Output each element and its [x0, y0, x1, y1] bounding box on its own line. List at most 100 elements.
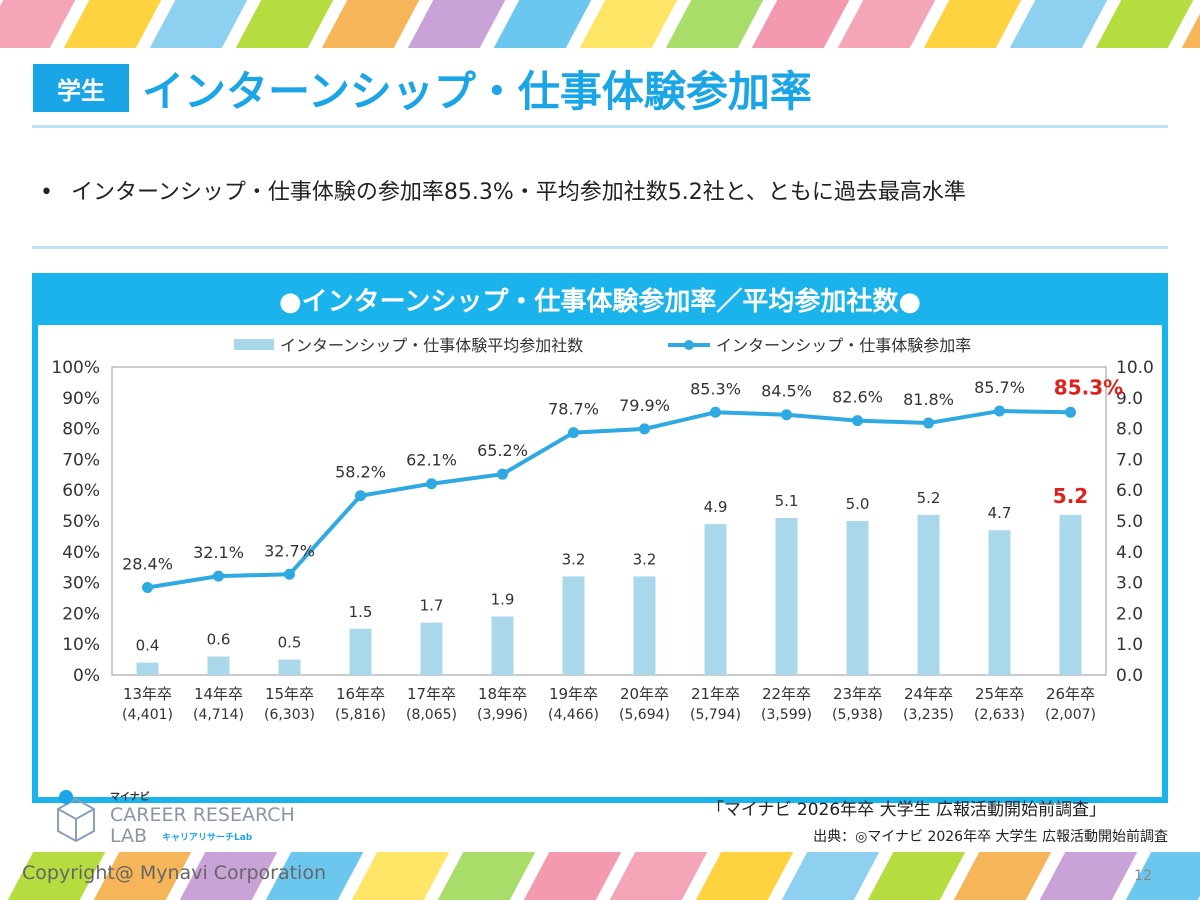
y-left-tick-label: 30% — [62, 574, 100, 594]
bar — [491, 616, 514, 675]
footer-source: 出典：◎マイナビ 2026年卒 大学生 広報活動開始前調査 — [813, 829, 1168, 845]
chart-panel-title: ●インターンシップ・仕事体験参加率／平均参加社数● — [278, 286, 922, 317]
line-data-label: 58.2% — [335, 463, 386, 482]
rate-point — [994, 405, 1005, 417]
bar-data-label: 0.5 — [278, 634, 302, 652]
logo-line1: CAREER RESEARCH — [110, 804, 294, 826]
top-stripe-band — [0, 0, 1200, 48]
x-tick-label: 21年卒 — [691, 685, 740, 703]
bar-data-label: 4.9 — [704, 498, 728, 516]
bar-data-label: 1.5 — [349, 603, 373, 621]
stripe — [573, 0, 683, 48]
stripe — [861, 852, 971, 900]
x-sample-size-label: (4,466) — [548, 707, 599, 723]
bar — [846, 521, 869, 675]
logo-sub: キャリアリサーチLab — [162, 832, 253, 843]
rate-point — [426, 478, 437, 490]
line-data-label: 65.2% — [477, 441, 528, 460]
legend-line-label: インターンシップ・仕事体験参加率 — [716, 336, 971, 355]
bar-data-label: 5.0 — [846, 495, 870, 513]
y-right-tick-label: 7.0 — [1116, 450, 1143, 470]
legend-bar-label: インターンシップ・仕事体験平均参加社数 — [280, 336, 583, 355]
x-tick-label: 19年卒 — [549, 685, 598, 703]
bar — [633, 576, 656, 675]
y-right-tick-label: 1.0 — [1116, 635, 1143, 655]
logo-line2: LAB — [110, 825, 147, 847]
rate-point — [213, 570, 224, 582]
line-data-label: 85.3% — [1054, 375, 1123, 399]
summary-text: インターンシップ・仕事体験の参加率85.3%・平均参加社数5.2社と、ともに過去… — [70, 180, 966, 205]
line-data-label: 28.4% — [122, 555, 173, 574]
bar — [278, 659, 301, 675]
y-right-tick-label: 0.0 — [1116, 666, 1143, 686]
page-number: 12 — [1134, 868, 1152, 884]
x-tick-label: 17年卒 — [407, 685, 456, 703]
rate-point — [1065, 406, 1076, 418]
bar — [207, 656, 230, 675]
student-badge: 学生 — [33, 64, 129, 112]
line-data-label: 85.3% — [690, 379, 741, 398]
y-left-tick-label: 0% — [73, 666, 100, 686]
rate-point — [355, 490, 366, 502]
line-data-label: 81.8% — [903, 390, 954, 409]
line-data-label: 32.7% — [264, 541, 315, 560]
x-tick-label: 15年卒 — [265, 685, 314, 703]
y-left-tick-label: 100% — [51, 358, 100, 378]
rate-point — [497, 468, 508, 480]
rate-point — [639, 423, 650, 435]
rate-point — [781, 409, 792, 421]
bar — [562, 576, 585, 675]
x-sample-size-label: (3,599) — [761, 707, 812, 723]
line-data-label: 78.7% — [548, 400, 599, 419]
line-data-label: 79.9% — [619, 396, 670, 415]
bar-data-label: 1.9 — [491, 590, 515, 608]
x-sample-size-label: (2,007) — [1045, 707, 1096, 723]
x-tick-label: 26年卒 — [1046, 685, 1095, 703]
bar-data-label: 4.7 — [988, 504, 1012, 522]
x-sample-size-label: (3,235) — [903, 707, 954, 723]
rate-point — [852, 415, 863, 427]
page-title: インターンシップ・仕事体験参加率 — [142, 67, 812, 116]
y-right-tick-label: 2.0 — [1116, 604, 1143, 624]
bar-data-label: 1.7 — [420, 597, 444, 615]
y-left-tick-label: 50% — [62, 512, 100, 532]
bullet-mark: • — [40, 180, 53, 205]
x-tick-label: 14年卒 — [194, 685, 243, 703]
x-sample-size-label: (5,694) — [619, 707, 670, 723]
y-left-tick-label: 90% — [62, 389, 100, 409]
stripe — [947, 852, 1057, 900]
x-tick-label: 22年卒 — [762, 685, 811, 703]
title-divider — [32, 125, 1168, 128]
y-right-tick-label: 3.0 — [1116, 574, 1143, 594]
x-sample-size-label: (5,938) — [832, 707, 883, 723]
stripe — [431, 852, 541, 900]
rate-point — [710, 406, 721, 418]
legend-bar-swatch — [234, 339, 274, 350]
stripe — [229, 0, 339, 48]
line-data-label: 62.1% — [406, 451, 457, 470]
x-tick-label: 20年卒 — [620, 685, 669, 703]
bar-data-label: 5.2 — [917, 489, 941, 507]
bar — [420, 622, 443, 675]
y-right-tick-label: 10.0 — [1116, 358, 1154, 378]
y-left-tick-label: 60% — [62, 481, 100, 501]
bar — [704, 524, 727, 675]
stripe — [143, 0, 253, 48]
stripe — [689, 852, 799, 900]
line-data-label: 85.7% — [974, 378, 1025, 397]
x-tick-label: 13年卒 — [123, 685, 172, 703]
rate-point — [142, 582, 153, 594]
career-research-lab-logo: マイナビ CAREER RESEARCH LAB キャリアリサーチLab — [57, 790, 294, 847]
x-tick-label: 18年卒 — [478, 685, 527, 703]
stripe — [345, 852, 455, 900]
stripe — [659, 0, 769, 48]
y-left-tick-label: 40% — [62, 543, 100, 563]
summary-divider — [32, 246, 1168, 249]
y-right-tick-label: 9.0 — [1116, 389, 1143, 409]
stripe — [603, 852, 713, 900]
plot-frame — [111, 366, 1107, 676]
stripe — [1089, 0, 1199, 48]
bar-data-label: 3.2 — [562, 550, 586, 568]
x-sample-size-label: (2,633) — [974, 707, 1025, 723]
bar-data-label: 5.2 — [1053, 484, 1088, 508]
